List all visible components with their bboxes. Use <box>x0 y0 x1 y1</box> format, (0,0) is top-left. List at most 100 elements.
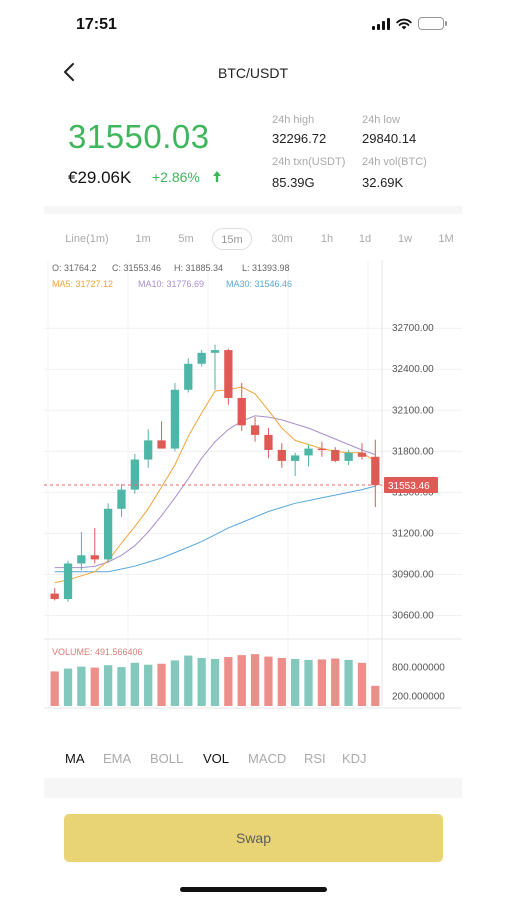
tab-timeframe-1w[interactable]: 1w <box>397 233 413 245</box>
volume-bar <box>304 659 313 706</box>
candle-body <box>144 440 153 460</box>
price-change: +2.86% <box>152 169 200 185</box>
stat-label-vol: 24h vol(BTC) <box>362 156 427 168</box>
section-divider <box>44 206 462 214</box>
current-price-tag <box>384 477 438 494</box>
candlestick-chart[interactable]: O: 31764.2 C: 31553.46 H: 31885.34 L: 31393… <box>44 250 462 716</box>
home-indicator <box>180 887 327 892</box>
volume-bar <box>371 685 380 706</box>
volume-bar <box>184 655 193 706</box>
volume-bar <box>331 658 340 706</box>
candle-body <box>90 555 99 560</box>
price-tick-label: 31800.00 <box>392 446 434 457</box>
tab-timeframe-15m[interactable]: 15m <box>212 228 252 250</box>
ma-legend-1: MA10: 31776.69 <box>138 279 204 289</box>
price-tick-label: 32100.00 <box>392 405 434 416</box>
status-bar: 17:51 <box>0 0 506 50</box>
candle-body <box>371 456 380 486</box>
candle-body <box>184 363 193 390</box>
tab-indicator-ema[interactable]: EMA <box>103 751 132 766</box>
tab-timeframe-1d[interactable]: 1d <box>358 233 372 245</box>
volume-bar <box>224 657 233 706</box>
stat-label-high: 24h high <box>272 114 315 126</box>
page-title: BTC/USDT <box>218 65 288 81</box>
tab-timeframe-5m[interactable]: 5m <box>178 233 194 245</box>
stat-value-vol: 32.69K <box>362 175 404 190</box>
candle-body <box>170 389 180 449</box>
candle-body <box>264 434 273 450</box>
volume-tick-label: 200.000000 <box>392 691 445 702</box>
tab-timeframe-30m[interactable]: 30m <box>271 233 293 245</box>
ma10-line <box>54 415 376 569</box>
ohlc-high: H: 31885.34 <box>174 263 223 273</box>
status-icons <box>372 17 447 30</box>
arrow-up-icon <box>213 171 221 182</box>
volume-label: VOLUME: 491.566406 <box>52 647 143 657</box>
ma30-line <box>54 485 376 573</box>
ma-legend-2: MA30: 31546.46 <box>226 279 292 289</box>
candle-body <box>304 448 313 456</box>
battery-icon <box>418 17 447 30</box>
tab-timeframe-line[interactable]: Line(1m) <box>65 233 109 245</box>
volume-bar <box>210 658 220 706</box>
volume-bar <box>50 671 59 706</box>
candle-body <box>357 452 367 457</box>
ohlc-open: O: 31764.2 <box>52 263 97 273</box>
volume-bar <box>291 658 300 706</box>
tab-indicator-kdj[interactable]: KDJ <box>342 751 367 766</box>
fiat-price: €29.06K <box>68 168 132 187</box>
tab-indicator-macd[interactable]: MACD <box>248 751 287 766</box>
candle-body <box>250 425 260 435</box>
tab-indicator-boll[interactable]: BOLL <box>150 751 184 766</box>
tab-timeframe-1h[interactable]: 1h <box>320 233 334 245</box>
candle-body <box>103 508 113 560</box>
volume-bar <box>157 663 166 706</box>
cellular-signal-icon <box>372 17 390 30</box>
ma-legend-0: MA5: 31727.12 <box>52 279 113 289</box>
candle-body <box>197 352 206 364</box>
stat-value-txn: 85.39G <box>272 175 315 190</box>
volume-bar <box>264 656 273 706</box>
price-tick-label: 30900.00 <box>392 569 434 580</box>
volume-bar <box>144 664 153 706</box>
tab-indicator-ma[interactable]: MA <box>65 751 85 766</box>
volume-bar <box>237 655 246 706</box>
nav-bar: BTC/USDT <box>0 52 506 92</box>
candle-body <box>331 449 340 461</box>
volume-bar <box>357 662 367 706</box>
back-arrow-icon[interactable] <box>58 60 82 84</box>
candle-body <box>237 397 246 426</box>
candle-body <box>224 350 233 398</box>
price-tick-label: 32700.00 <box>392 323 434 334</box>
stat-label-low: 24h low <box>362 114 400 126</box>
status-time: 17:51 <box>76 16 117 33</box>
volume-bar <box>77 666 86 706</box>
volume-bar <box>130 662 139 706</box>
tab-indicator-vol[interactable]: VOL <box>203 751 230 766</box>
candle-body <box>291 455 300 461</box>
tab-timeframe-1m[interactable]: 1m <box>135 233 151 245</box>
swap-button[interactable]: Swap <box>64 814 443 862</box>
candle-body <box>50 593 59 600</box>
volume-bar <box>197 658 206 706</box>
candle-body <box>210 350 220 353</box>
candle-body <box>130 459 139 490</box>
tab-indicator-rsi[interactable]: RSI <box>304 751 326 766</box>
ohlc-low: L: 31393.98 <box>242 263 290 273</box>
candle-body <box>344 452 353 461</box>
candle-body <box>157 440 166 449</box>
candle-body <box>317 448 327 451</box>
volume-bar <box>90 667 99 706</box>
volume-tick-label: 800.000000 <box>392 663 445 674</box>
volume-bar <box>170 660 180 706</box>
tab-timeframe-1M[interactable]: 1M <box>438 233 454 245</box>
stat-label-txn: 24h txn(USDT) <box>272 156 346 168</box>
volume-bar <box>250 654 260 706</box>
wifi-icon <box>396 18 412 29</box>
candle-body <box>277 449 286 461</box>
current-price-label: 31553.46 <box>388 481 430 492</box>
price-tick-label: 32400.00 <box>392 364 434 375</box>
price-tick-label: 31200.00 <box>392 528 434 539</box>
volume-bar <box>277 658 286 706</box>
volume-bar <box>117 667 126 706</box>
